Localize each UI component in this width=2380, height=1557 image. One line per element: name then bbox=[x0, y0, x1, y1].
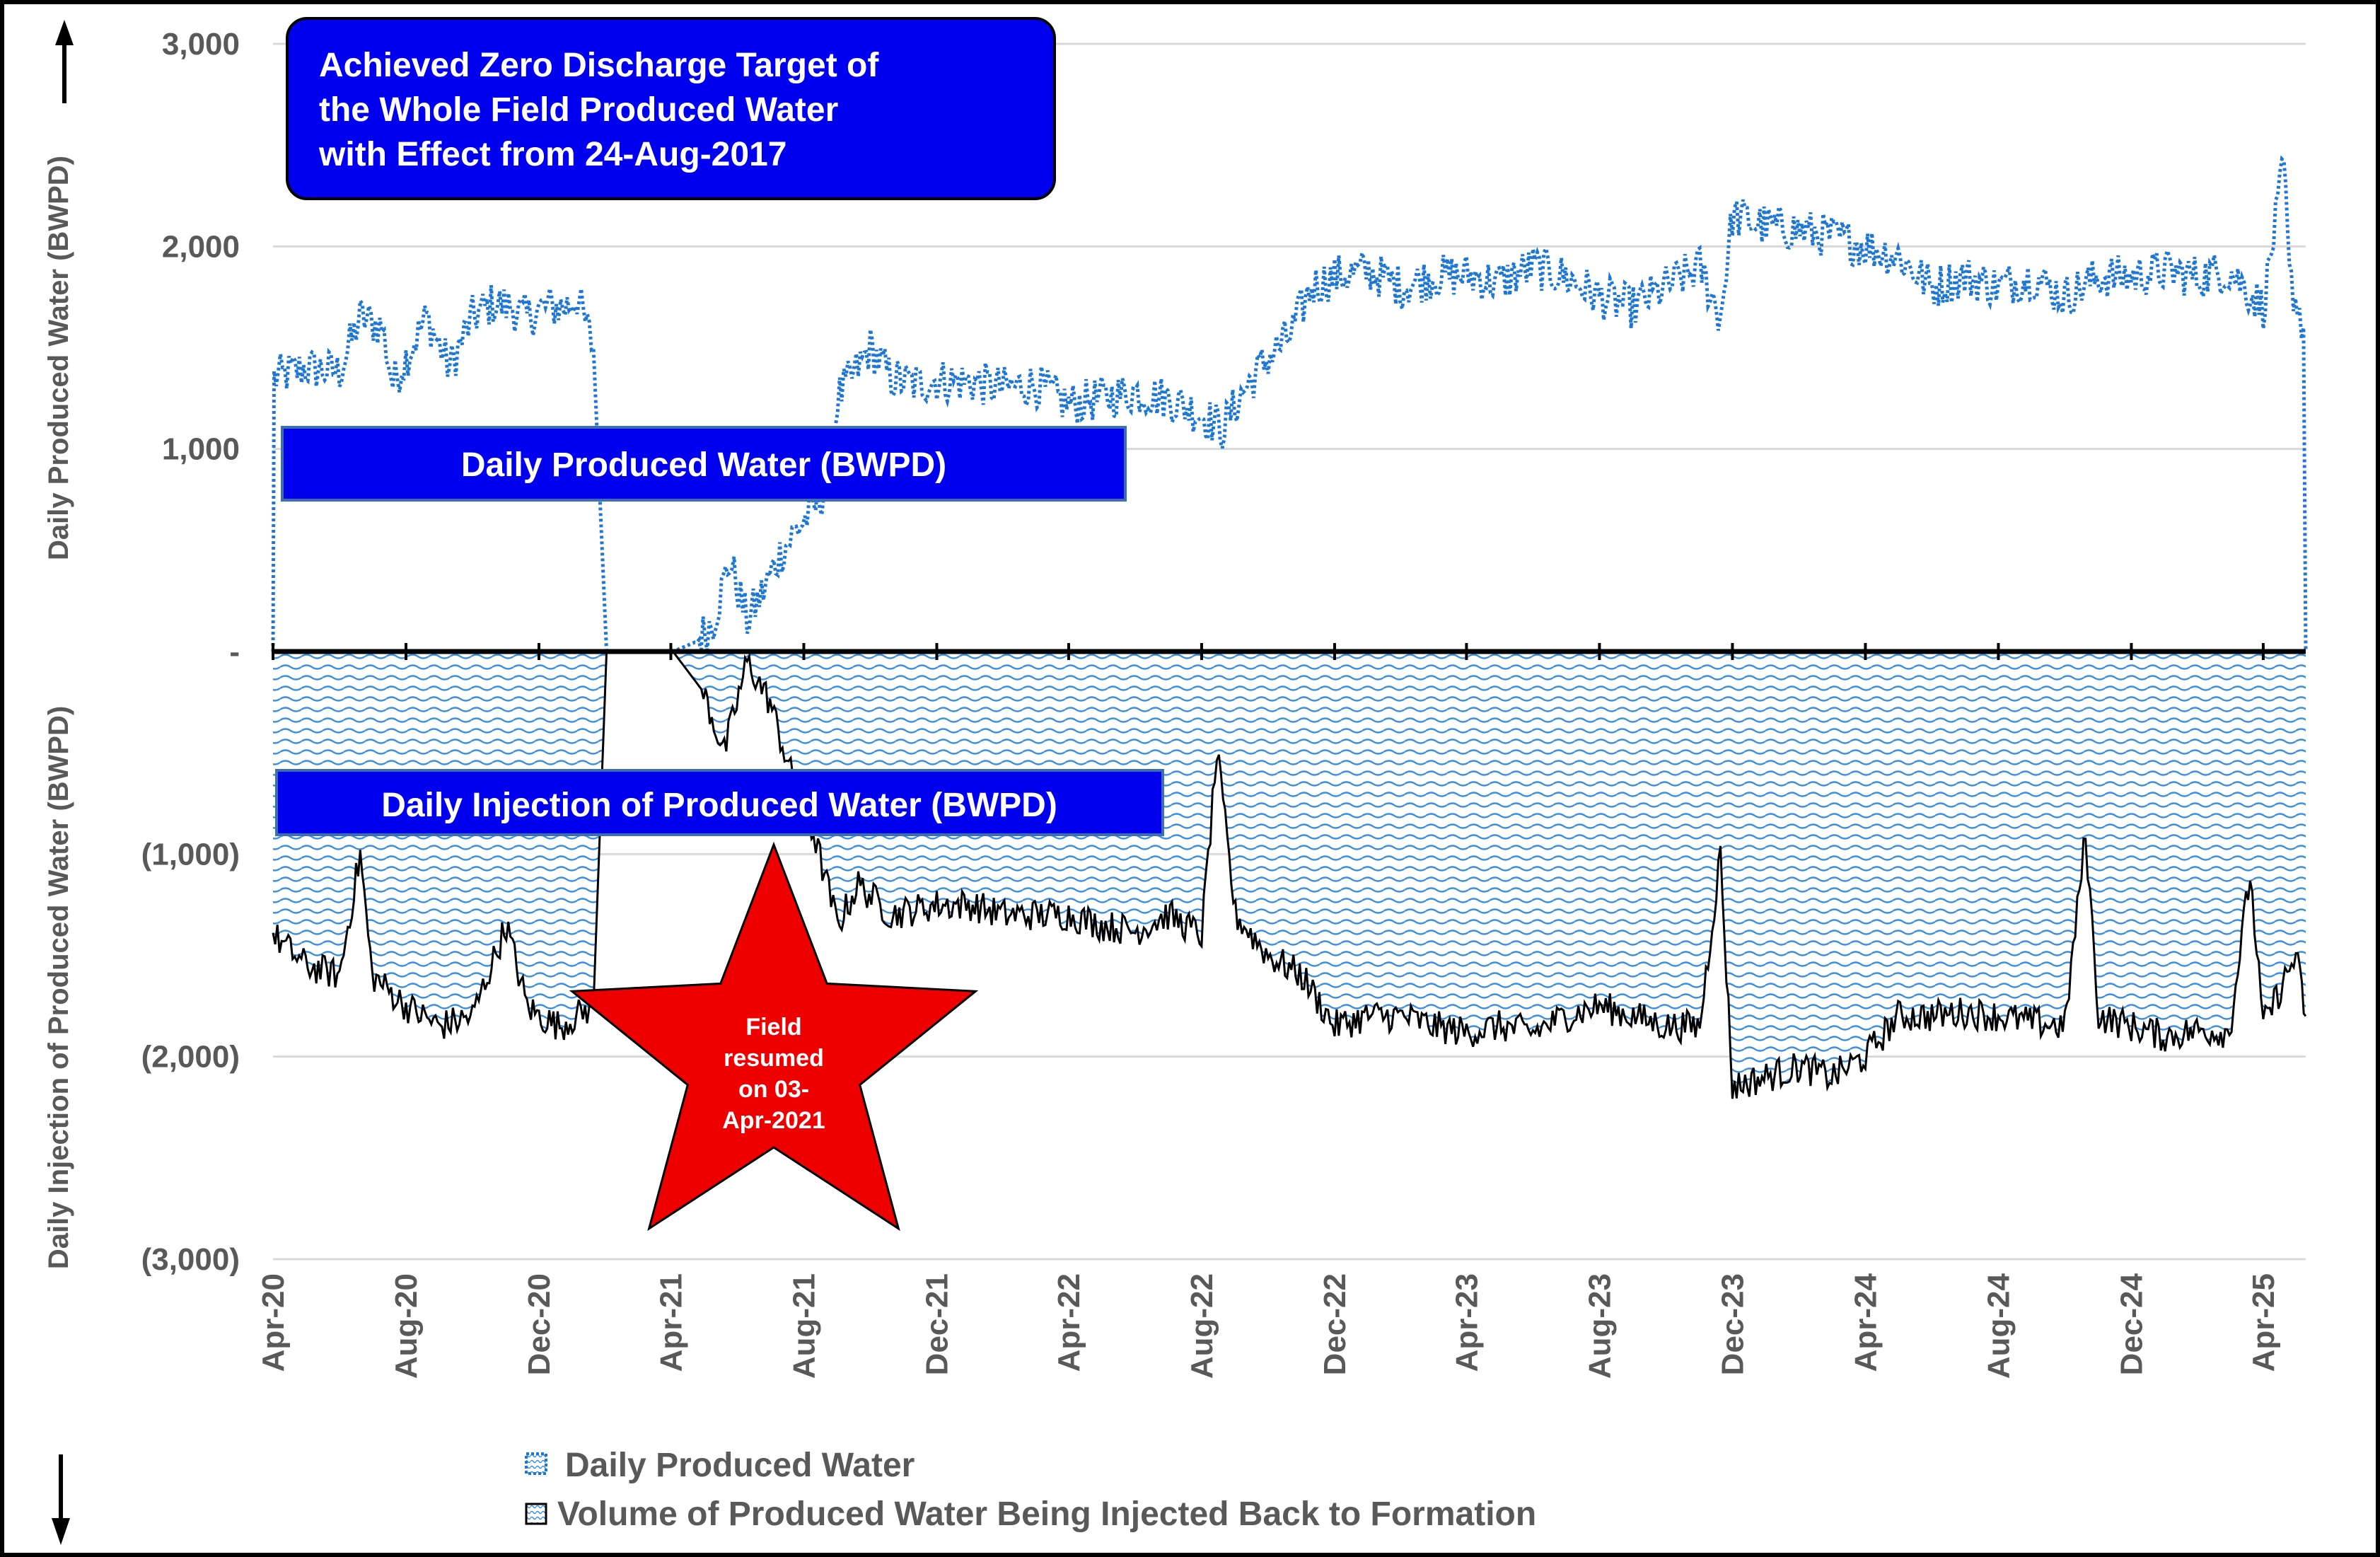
x-tick-label: Dec-23 bbox=[1715, 1273, 1750, 1375]
y-axis-title-top: Daily Produced Water (BWPD) bbox=[43, 156, 74, 560]
x-tick-label: Aug-22 bbox=[1185, 1273, 1219, 1379]
y-tick-label: 2,000 bbox=[162, 229, 240, 264]
x-tick-label: Dec-21 bbox=[919, 1273, 954, 1375]
injection-label-box: Daily Injection of Produced Water (BWPD) bbox=[275, 769, 1164, 836]
produced-water-label-box: Daily Produced Water (BWPD) bbox=[281, 426, 1127, 502]
y-axis-ticks: 3,000 2,000 1,000 - (1,000) (2,000) (3,000) bbox=[141, 27, 240, 1277]
field-resumed-text: Field resumed on 03-Apr-2021 bbox=[722, 1014, 825, 1134]
legend-produced-label: Daily Produced Water bbox=[565, 1447, 915, 1484]
legend-produced-swatch bbox=[525, 1452, 547, 1475]
legend: Daily Produced Water Volume of Produced … bbox=[525, 1447, 1536, 1533]
chart-svg: Apr-20 Aug-20 Dec-20 Apr-21 Aug-21 Dec-21 Apr-… bbox=[43, 17, 2308, 1545]
produced-series-line bbox=[271, 155, 2308, 654]
arrow-down-icon bbox=[52, 1454, 70, 1545]
x-tick-label: Apr-22 bbox=[1052, 1273, 1086, 1372]
x-tick-label: Aug-24 bbox=[1981, 1273, 2016, 1379]
x-tick-label: Dec-20 bbox=[522, 1273, 557, 1375]
y-tick-label: 1,000 bbox=[162, 432, 240, 467]
x-tick-label: Aug-23 bbox=[1582, 1273, 1617, 1379]
y-axis-title-bottom: Daily Injection of Produced Water (BWPD) bbox=[43, 706, 74, 1269]
injection-area bbox=[273, 652, 2306, 1099]
x-axis-ticks: Apr-20 Aug-20 Dec-20 Apr-21 Aug-21 Dec-21 Apr-… bbox=[256, 643, 2281, 1379]
field-resumed-star: Field resumed on 03-Apr-2021 bbox=[569, 841, 979, 1232]
x-tick-label: Aug-21 bbox=[786, 1273, 821, 1379]
x-tick-label: Apr-25 bbox=[2246, 1273, 2281, 1372]
x-tick-label: Apr-21 bbox=[654, 1273, 688, 1372]
x-tick-label: Dec-24 bbox=[2114, 1273, 2149, 1375]
y-tick-label: 3,000 bbox=[162, 27, 240, 62]
y-tick-label: - bbox=[229, 635, 240, 669]
x-tick-label: Apr-23 bbox=[1449, 1273, 1484, 1372]
x-tick-label: Dec-22 bbox=[1318, 1273, 1352, 1375]
x-tick-label: Apr-24 bbox=[1848, 1273, 1883, 1372]
legend-injection-label: Volume of Produced Water Being Injected … bbox=[557, 1495, 1536, 1533]
injection-label: Daily Injection of Produced Water (BWPD) bbox=[381, 787, 1057, 824]
y-tick-label: (2,000) bbox=[141, 1040, 240, 1075]
legend-injection-swatch bbox=[525, 1503, 547, 1525]
zero-discharge-callout: Achieved Zero Discharge Target of the Who… bbox=[286, 17, 1056, 200]
produced-water-label: Daily Produced Water (BWPD) bbox=[461, 446, 946, 484]
y-tick-label: (1,000) bbox=[141, 837, 240, 872]
x-tick-label: Apr-20 bbox=[256, 1273, 291, 1372]
x-tick-label: Aug-20 bbox=[389, 1273, 424, 1379]
zero-discharge-text: Achieved Zero Discharge Target of the Who… bbox=[318, 47, 879, 173]
y-tick-label: (3,000) bbox=[141, 1242, 240, 1277]
arrow-up-icon bbox=[55, 20, 74, 103]
